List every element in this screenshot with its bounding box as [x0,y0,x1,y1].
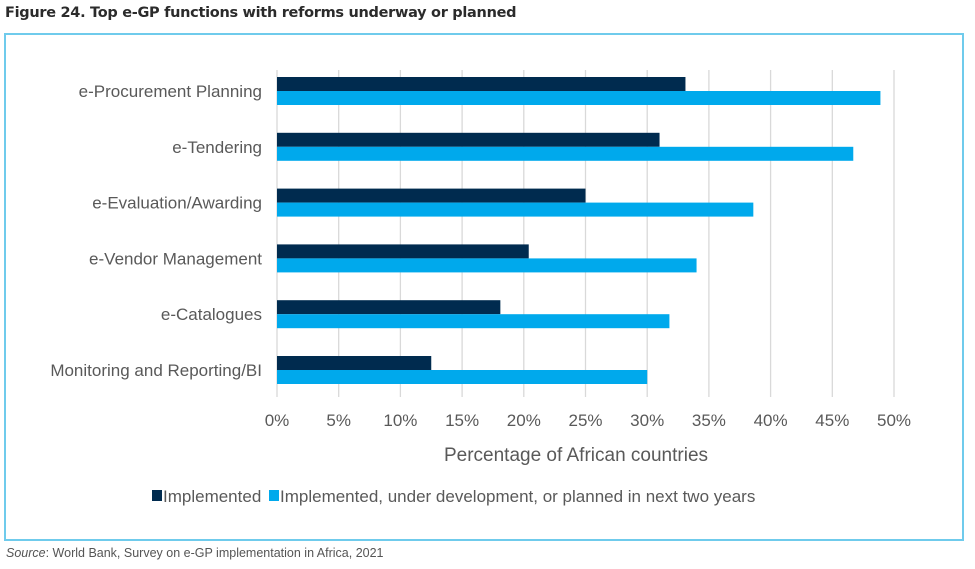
bar-planned [277,146,854,161]
bar-implemented [277,132,660,147]
bar-planned [277,314,670,329]
x-tick-label: 0% [265,411,290,430]
gridlines [276,70,895,397]
x-tick-labels: 0% 5% 10% 15% 20% 25% 30% 35% 40% 45% 50% [265,411,911,430]
bar-planned [277,202,754,217]
source-label: Source [6,546,46,560]
bar-implemented [277,188,586,203]
category-labels: e-Procurement Planning e-Tendering e-Evalu… [50,82,262,380]
legend-swatch-implemented [152,490,162,501]
legend-label-planned: Implemented, under development, or plann… [280,487,755,506]
category-label: e-Vendor Management [89,249,262,268]
bar-planned [277,370,648,384]
source-text: : World Bank, Survey on e-GP implementat… [45,546,384,560]
x-tick-label: 45% [815,411,849,430]
bar-implemented [277,77,686,91]
bar-implemented [277,356,432,370]
x-tick-label: 15% [445,411,479,430]
bar-planned [277,258,697,273]
x-tick-label: 20% [507,411,541,430]
legend-swatch-planned [269,490,279,501]
category-label: e-Tendering [172,138,262,157]
x-tick-label: 35% [692,411,726,430]
x-tick-label: 40% [754,411,788,430]
chart-frame [4,33,964,541]
source-note: Source: World Bank, Survey on e-GP imple… [6,546,384,560]
figure-title: Figure 24. Top e-GP functions with refor… [5,5,517,21]
bars [277,77,881,384]
category-label: e-Catalogues [161,305,262,324]
legend: Implemented Implemented, under developme… [152,487,755,506]
x-tick-label: 25% [568,411,602,430]
x-axis-title: Percentage of African countries [444,445,708,466]
bar-implemented [277,244,529,259]
bar-planned [277,91,881,105]
legend-label-implemented: Implemented [163,487,261,506]
x-tick-label: 30% [630,411,664,430]
x-tick-label: 5% [326,411,351,430]
x-tick-label: 10% [383,411,417,430]
bar-implemented [277,300,501,315]
category-label: Monitoring and Reporting/BI [50,361,262,380]
category-label: e-Procurement Planning [79,82,262,101]
x-tick-label: 50% [877,411,911,430]
category-label: e-Evaluation/Awarding [92,194,262,213]
